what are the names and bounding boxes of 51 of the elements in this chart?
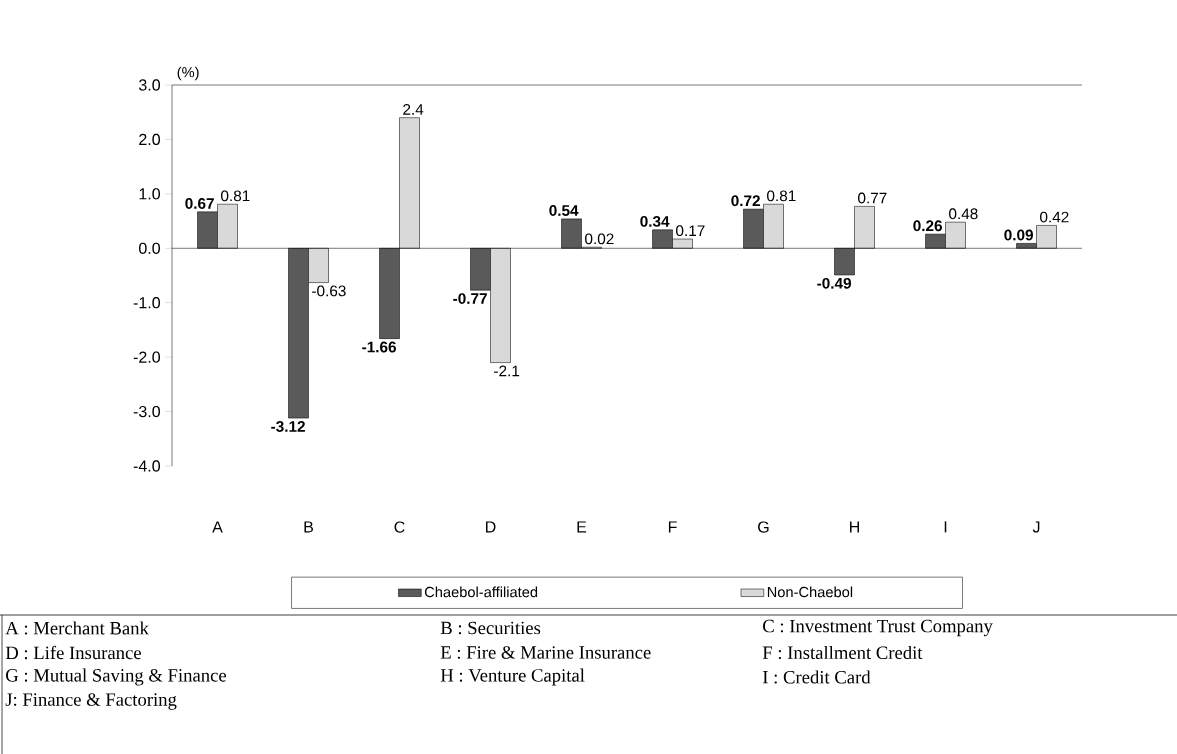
data-label: 0.72 <box>731 195 760 207</box>
y-tick-label: -3.0 <box>133 405 161 418</box>
x-tick-label: H <box>850 521 859 533</box>
x-tick-label: I <box>944 521 947 533</box>
data-label: 0.42 <box>1040 211 1069 223</box>
x-tick-label: J <box>1032 521 1040 533</box>
data-label: 0.77 <box>858 192 887 204</box>
text: E : Fire & Marine Insurance <box>440 646 651 659</box>
data-label: -3.12 <box>271 421 305 432</box>
text: I : Credit Card <box>762 670 871 684</box>
data-label: 0.02 <box>585 233 614 245</box>
data-label: -2.1 <box>494 365 520 377</box>
data-label: 0.09 <box>1004 229 1033 241</box>
y-tick-label: 3.0 <box>138 79 161 91</box>
x-tick-label: F <box>668 521 677 533</box>
legend-label: Non-Chaebol <box>767 586 853 598</box>
text: F : Installment Credit <box>762 645 923 660</box>
x-tick-label: B <box>304 521 313 533</box>
text: G : Mutual Saving & Finance <box>6 668 227 686</box>
legend-label: Chaebol-affiliated <box>424 586 538 598</box>
text: A : Merchant Bank <box>5 621 149 635</box>
x-tick-label: D <box>486 521 496 533</box>
data-label: 0.17 <box>676 225 705 237</box>
y-tick-label: -2.0 <box>133 351 161 363</box>
data-label: 0.67 <box>185 198 214 209</box>
text: C : Investment Trust Company <box>763 619 993 637</box>
y-tick-label: 0.0 <box>139 242 161 254</box>
y-tick-label: -1.0 <box>133 297 161 309</box>
x-tick-label: A <box>212 521 223 533</box>
text: B : Securities <box>440 621 541 635</box>
y-tick-label: -4.0 <box>133 460 161 472</box>
data-label: -0.63 <box>312 285 346 297</box>
data-label: 0.48 <box>949 208 978 220</box>
x-tick-label: G <box>758 521 769 533</box>
data-label: 0.26 <box>913 220 943 232</box>
data-label: -0.49 <box>817 277 851 289</box>
text: J: Finance & Factoring <box>5 693 177 710</box>
x-tick-label: C <box>394 521 405 533</box>
data-label: -1.66 <box>362 341 397 353</box>
y-tick-label: 2.0 <box>139 133 161 146</box>
y-tick-label: 1.0 <box>139 188 161 200</box>
data-label: 0.34 <box>640 215 670 227</box>
text: H : Venture Capital <box>440 668 585 686</box>
y-axis-title: (%) <box>177 66 199 81</box>
data-label: 0.54 <box>549 205 579 216</box>
x-tick-label: E <box>577 521 587 533</box>
data-label: 0.81 <box>767 190 796 202</box>
data-label: 0.81 <box>221 190 250 202</box>
text: D : Life Insurance <box>5 645 141 660</box>
data-label: -0.77 <box>453 293 487 304</box>
data-label: 2.4 <box>403 104 424 115</box>
